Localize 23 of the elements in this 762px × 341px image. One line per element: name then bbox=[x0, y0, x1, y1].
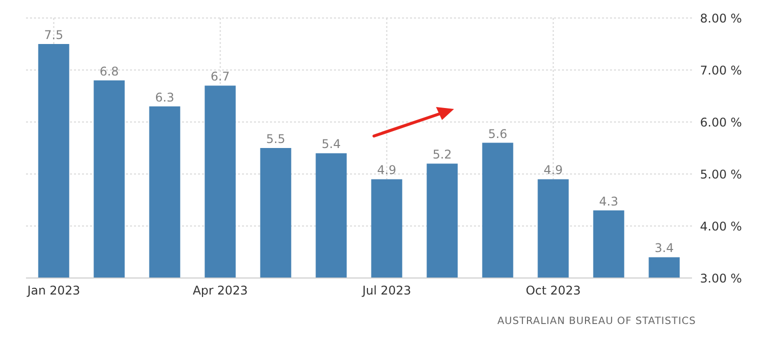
data-label: 5.5 bbox=[266, 132, 286, 146]
data-label: 7.5 bbox=[44, 28, 64, 42]
y-tick-label: 4.00 % bbox=[700, 219, 742, 234]
data-label: 5.4 bbox=[322, 137, 341, 152]
y-tick-label: 7.00 % bbox=[700, 63, 742, 78]
y-tick-label: 3.00 % bbox=[700, 271, 742, 286]
data-label: 5.2 bbox=[432, 148, 452, 162]
data-label: 6.3 bbox=[155, 90, 174, 104]
x-tick-label: Apr 2023 bbox=[192, 284, 248, 298]
data-label: 3.4 bbox=[654, 241, 674, 256]
data-label: 4.3 bbox=[599, 194, 618, 208]
y-tick-label: 5.00 % bbox=[700, 167, 742, 182]
y-tick-label: 6.00 % bbox=[700, 115, 742, 130]
data-label: 6.7 bbox=[210, 70, 230, 84]
x-tick-label: Oct 2023 bbox=[526, 284, 581, 298]
y-tick-label: 8.00 % bbox=[700, 11, 742, 26]
x-tick-label: Jul 2023 bbox=[361, 284, 412, 298]
text: AUSTRALIAN BUREAU OF STATISTICS bbox=[496, 316, 696, 327]
x-tick-label: Jan 2023 bbox=[26, 284, 80, 298]
data-label: 4.9 bbox=[544, 163, 563, 178]
data-label: 6.8 bbox=[100, 64, 119, 78]
data-label: 5.6 bbox=[488, 126, 508, 141]
data-label: 4.9 bbox=[377, 163, 396, 178]
